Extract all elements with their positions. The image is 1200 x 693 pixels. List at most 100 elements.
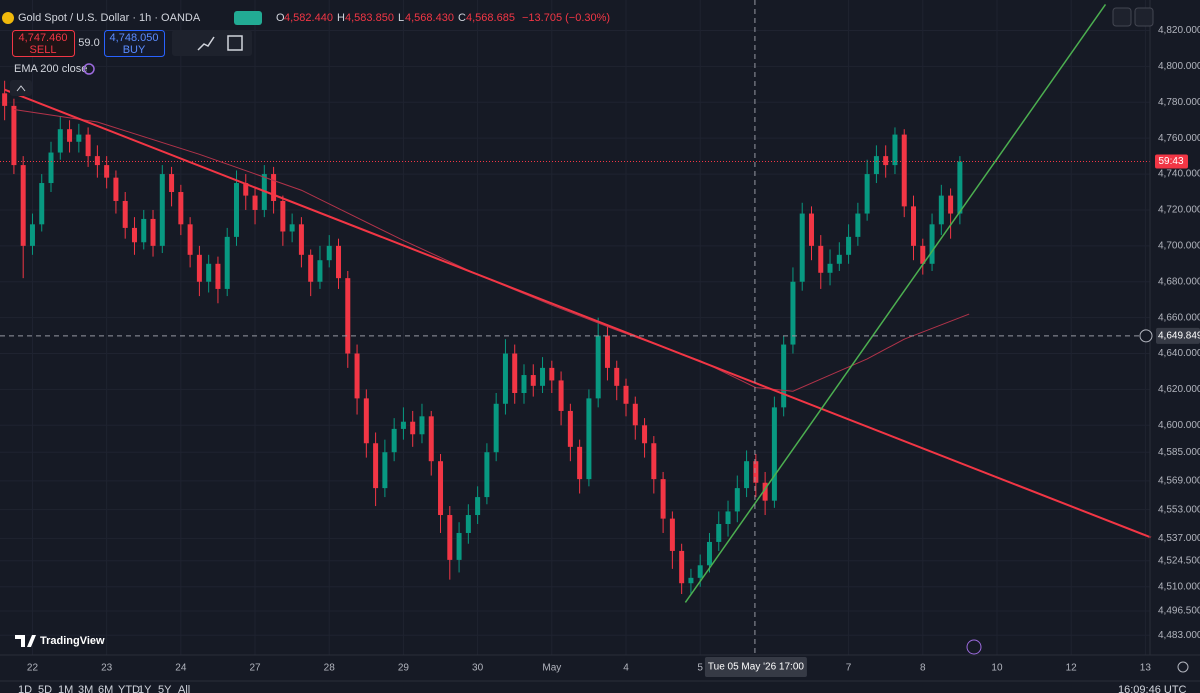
candle-body: [178, 192, 184, 225]
timeframe-button[interactable]: 1D: [18, 684, 32, 693]
scroll-button[interactable]: [1112, 7, 1132, 27]
sell-label[interactable]: SELL: [30, 44, 57, 56]
rectangle-tool[interactable]: [227, 35, 243, 51]
ohlc-label: L: [398, 12, 404, 24]
y-tick-label: 4,780.000: [1158, 97, 1200, 108]
candle-body: [827, 263, 833, 273]
candle-body: [855, 213, 861, 237]
candle-body: [744, 461, 750, 489]
sell-price[interactable]: 4,747.460: [19, 32, 68, 44]
candle-body: [632, 403, 638, 426]
candle-body: [298, 224, 304, 255]
timeframe-button[interactable]: 1M: [58, 684, 73, 693]
buy-price[interactable]: 4,748.050: [110, 32, 159, 44]
spread: 59.0: [78, 37, 99, 49]
logo-mark: [15, 635, 36, 647]
candle-body: [354, 353, 360, 399]
ohlc-label: C: [458, 12, 466, 24]
y-tick-label: 4,483.000: [1158, 630, 1200, 641]
x-tick-label: 8: [920, 663, 926, 674]
candle-body: [586, 398, 592, 480]
symbol-title[interactable]: Gold Spot / U.S. Dollar · 1h · OANDA: [18, 12, 201, 24]
candle-body: [781, 344, 787, 408]
crosshair-plus[interactable]: [1139, 329, 1153, 343]
trendline-tool[interactable]: [197, 36, 215, 51]
buy-button[interactable]: [104, 30, 165, 57]
candle-body: [2, 93, 8, 106]
indicator-label[interactable]: EMA 200 close: [14, 63, 87, 75]
y-tick-label: 4,740.000: [1158, 169, 1200, 180]
candle-body: [252, 195, 258, 210]
candle-body: [623, 385, 629, 404]
collapse-button[interactable]: [10, 80, 32, 96]
x-tick-label: 28: [324, 663, 336, 674]
candle-body: [206, 263, 212, 282]
candle-body: [141, 218, 147, 243]
candle-body: [753, 461, 759, 483]
x-tick-label: 10: [991, 663, 1003, 674]
logo-text: TradingView: [40, 635, 105, 647]
sell-button[interactable]: [12, 30, 75, 57]
candle-body: [391, 428, 397, 453]
candle-body: [428, 416, 434, 462]
crosshair-y-label: 4,649.849: [1158, 330, 1200, 341]
candle-body: [317, 260, 323, 282]
candle-body: [196, 254, 202, 282]
x-tick-label: 5: [697, 663, 703, 674]
crosshair-x-box: [704, 657, 807, 677]
candle-body: [122, 200, 128, 228]
y-tick-label: 4,620.000: [1158, 384, 1200, 395]
status-badge[interactable]: [234, 11, 262, 25]
alert-icon[interactable]: [966, 639, 982, 655]
change: −13.705 (−0.30%): [522, 12, 610, 24]
symbol-icon: [2, 12, 14, 24]
x-tick-label: 22: [27, 663, 39, 674]
candle-body: [280, 200, 286, 232]
candle-body: [808, 213, 814, 246]
timeframe-button[interactable]: 6M: [98, 684, 113, 693]
timeframe-button[interactable]: YTD: [118, 684, 140, 693]
candle-body: [57, 129, 63, 153]
candle-body: [336, 245, 342, 279]
timeframe-button[interactable]: All: [178, 684, 190, 693]
candle-body: [345, 278, 351, 354]
settings-icon[interactable]: [1177, 661, 1189, 673]
candle-body: [901, 134, 907, 207]
timeframe-button[interactable]: 3M: [78, 684, 93, 693]
y-tick-label: 4,720.000: [1158, 205, 1200, 216]
candle-body: [169, 174, 175, 193]
ohlc-value: 4,583.850: [345, 12, 394, 24]
candle-body: [540, 367, 546, 386]
candle-body: [614, 367, 620, 386]
ohlc-label: O: [276, 12, 285, 24]
chevron-icon: [16, 85, 26, 92]
y-tick-label: 4,760.000: [1158, 133, 1200, 144]
candle-body: [771, 407, 777, 501]
timeframe-button[interactable]: 1Y: [138, 684, 152, 693]
crosshair-y-box: [1156, 327, 1200, 344]
candle-body: [734, 488, 740, 512]
indicator-icon[interactable]: [83, 63, 95, 75]
ohlc-value: 4,568.430: [405, 12, 454, 24]
candle-body: [920, 245, 926, 264]
candle-body: [373, 443, 379, 489]
candle-body: [233, 183, 239, 237]
candle-body: [85, 134, 91, 157]
candle-body: [864, 174, 870, 214]
x-tick-label: 13: [1140, 663, 1152, 674]
candle-body: [929, 224, 935, 264]
candle-body: [549, 367, 555, 381]
timeframe-button[interactable]: 5D: [38, 684, 52, 693]
candle-body: [224, 236, 230, 289]
candle-body: [400, 421, 406, 429]
candle-body: [697, 565, 703, 578]
candle-body: [465, 515, 471, 533]
candle-body: [113, 177, 119, 201]
buy-label[interactable]: BUY: [123, 44, 146, 56]
candle-body: [604, 335, 610, 368]
reset-button[interactable]: [1134, 7, 1154, 27]
x-tick-label: 12: [1066, 663, 1078, 674]
timeframe-button[interactable]: 5Y: [158, 684, 172, 693]
candle-body: [790, 281, 796, 345]
